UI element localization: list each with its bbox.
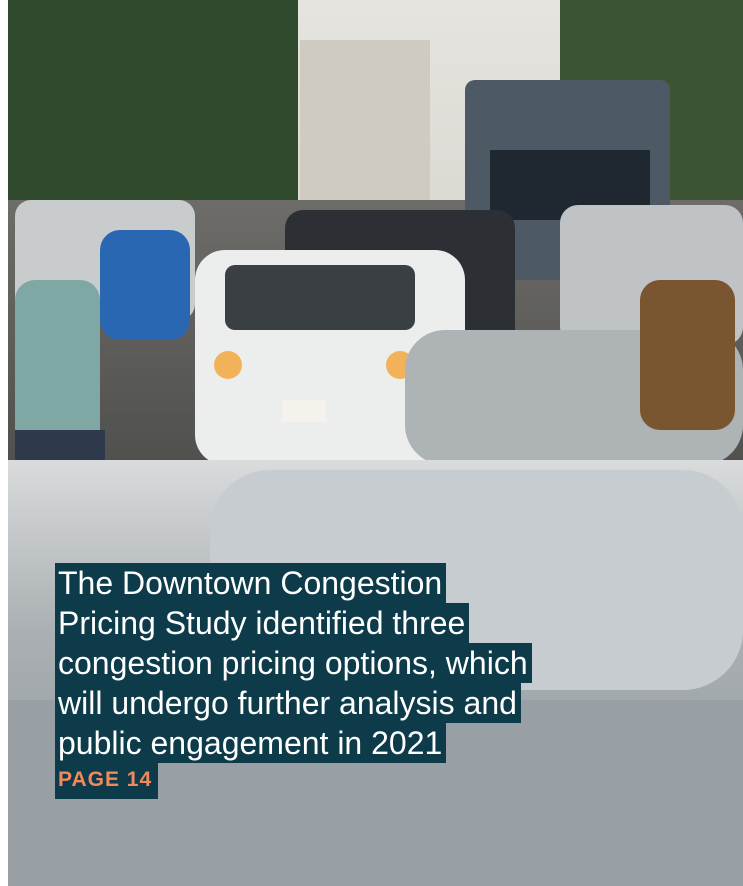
caption-line: congestion pricing options, which	[55, 643, 532, 683]
caption: The Downtown Congestion Pricing Study id…	[55, 563, 532, 799]
caption-line: Pricing Study identified three	[55, 603, 469, 643]
caption-line: will undergo further analysis and	[55, 683, 521, 723]
caption-line: public engagement in 2021	[55, 723, 446, 763]
page-reference: PAGE 14	[55, 763, 158, 799]
caption-line: The Downtown Congestion	[55, 563, 446, 603]
page: The Downtown Congestion Pricing Study id…	[0, 0, 743, 886]
